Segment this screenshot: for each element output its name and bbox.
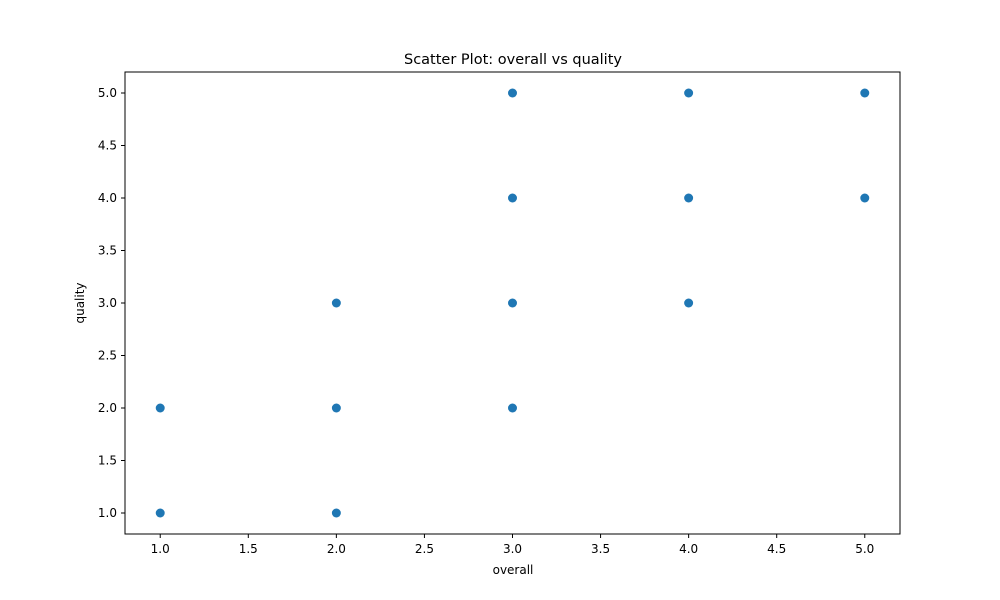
x-axis-ticks: 1.0 1.5 2.0 2.5 3.0 3.5 4.0 4.5 5.0 xyxy=(151,534,874,556)
data-point xyxy=(508,403,517,413)
y-tick-label: 3.0 xyxy=(98,296,117,310)
y-tick-label: 1.0 xyxy=(98,506,117,520)
x-tick-label: 4.5 xyxy=(767,542,786,556)
points-layer xyxy=(155,88,870,518)
x-tick-label: 2.5 xyxy=(415,542,434,556)
y-tick-label: 5.0 xyxy=(98,86,117,100)
x-tick-label: 4.0 xyxy=(679,542,698,556)
x-tick-label: 1.5 xyxy=(239,542,258,556)
x-tick-label: 5.0 xyxy=(855,542,874,556)
y-axis-ticks: 1.0 1.5 2.0 2.5 3.0 3.5 4.0 4.5 5.0 xyxy=(98,86,125,520)
data-point xyxy=(508,193,517,203)
data-point xyxy=(508,88,517,98)
chart-title: Scatter Plot: overall vs quality xyxy=(404,52,622,68)
data-point xyxy=(331,508,341,518)
data-point xyxy=(684,298,694,308)
y-tick-label: 2.0 xyxy=(98,401,117,415)
x-tick-label: 3.5 xyxy=(591,542,610,556)
y-tick-label: 4.5 xyxy=(98,139,117,153)
x-tick-label: 3.0 xyxy=(503,542,522,556)
y-axis-label: quality xyxy=(73,282,87,323)
data-point xyxy=(155,508,165,518)
y-tick-label: 4.0 xyxy=(98,191,117,205)
data-point xyxy=(508,298,517,308)
data-point xyxy=(331,403,341,413)
y-tick-label: 2.5 xyxy=(98,349,117,363)
data-point xyxy=(155,403,165,413)
data-point xyxy=(860,193,870,203)
y-tick-label: 1.5 xyxy=(98,454,117,468)
data-point xyxy=(331,298,341,308)
x-axis-label: overall xyxy=(493,563,534,577)
x-tick-label: 2.0 xyxy=(327,542,346,556)
data-point xyxy=(684,88,694,98)
y-tick-label: 3.5 xyxy=(98,244,117,258)
x-tick-label: 1.0 xyxy=(151,542,170,556)
data-point xyxy=(860,88,870,98)
data-point xyxy=(684,193,694,203)
